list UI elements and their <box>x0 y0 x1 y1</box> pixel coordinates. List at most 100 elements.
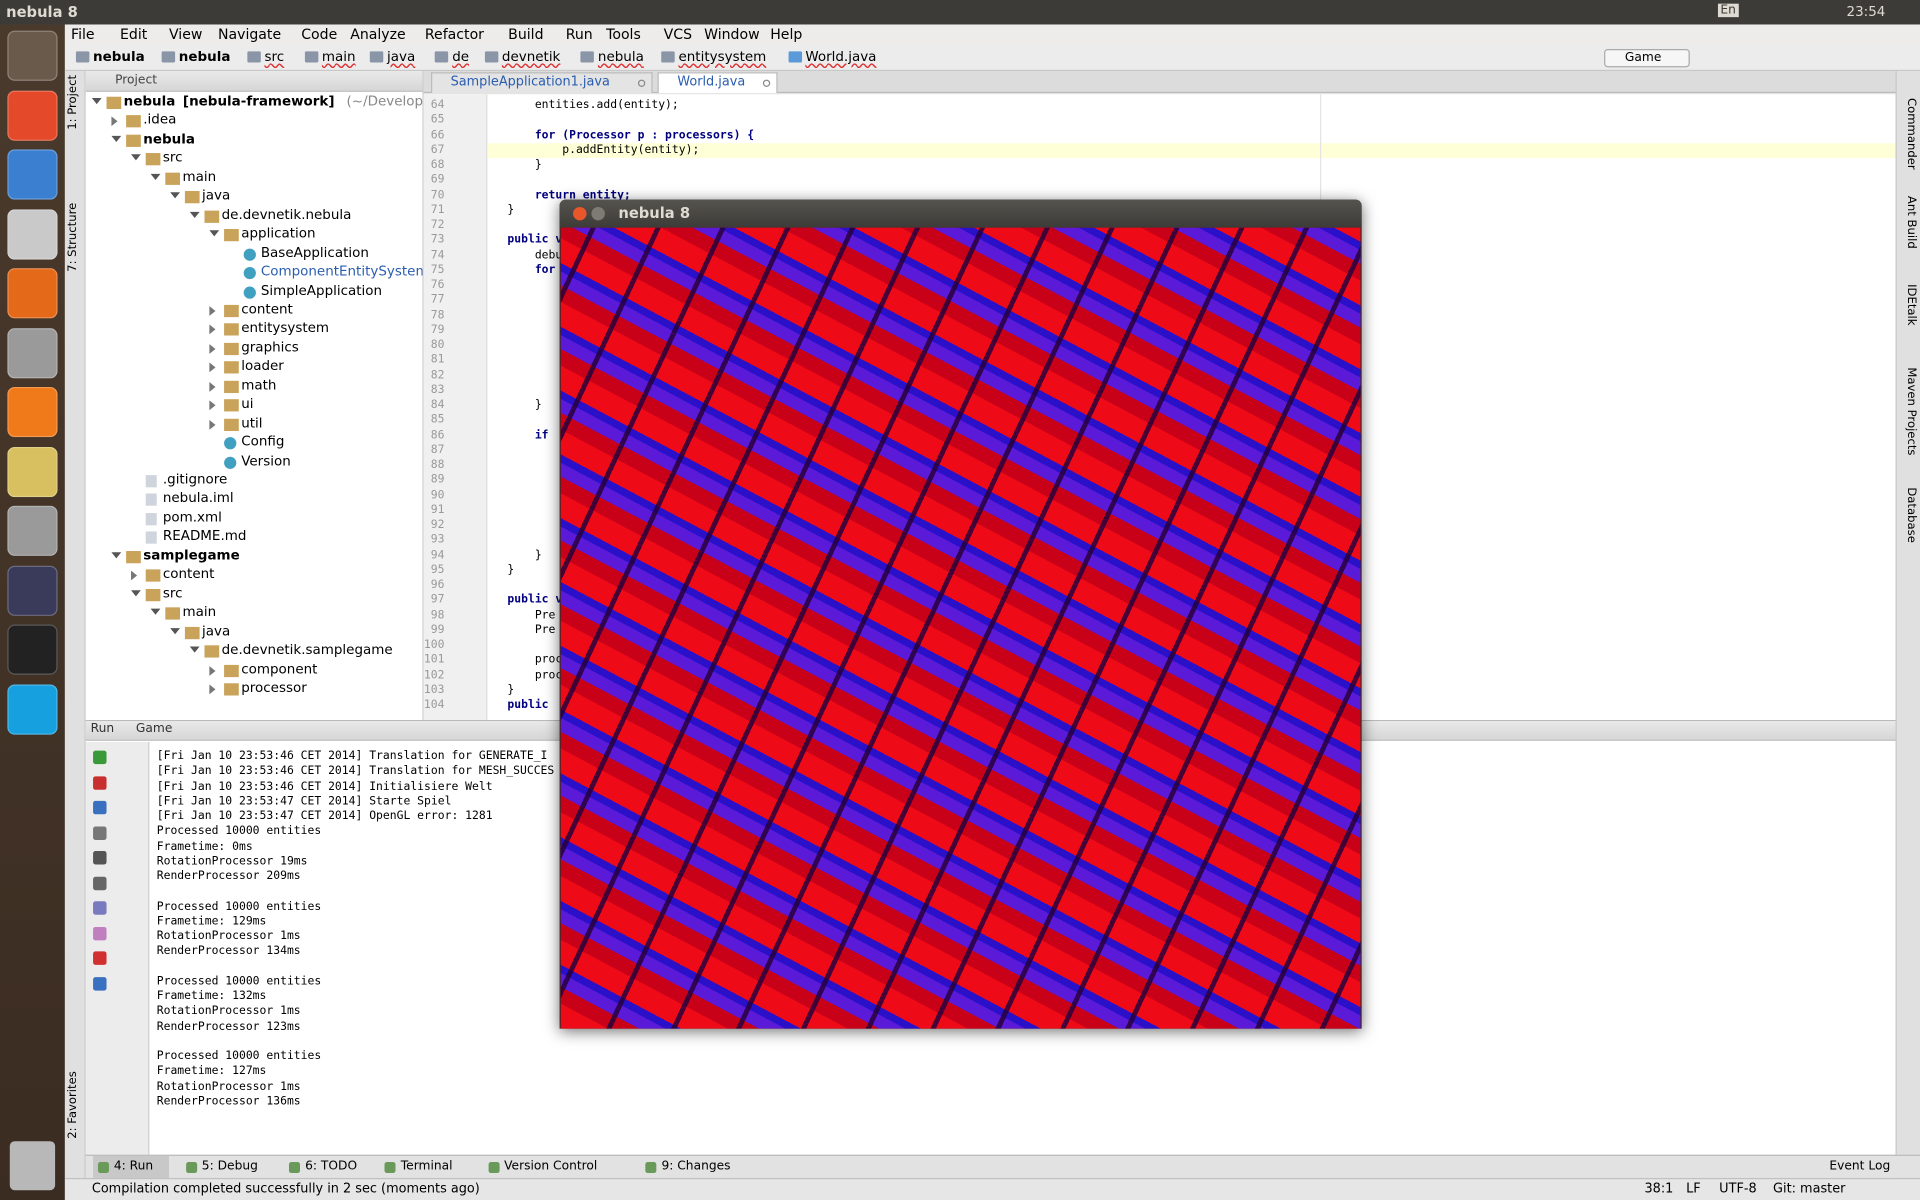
tree-label[interactable]: ui <box>241 395 254 412</box>
tab-close[interactable] <box>763 79 771 87</box>
tree-label[interactable]: ComponentEntitySystem <box>260 263 424 280</box>
right-tool-tab[interactable]: IDEtalk <box>1904 284 1918 326</box>
launcher-icon[interactable] <box>7 386 58 438</box>
menu-item[interactable]: Code <box>301 25 338 43</box>
bottom-tab[interactable]: Terminal <box>400 1159 453 1174</box>
left-tool-tab[interactable]: 2: Favorites <box>66 1071 80 1139</box>
tree-arrow[interactable] <box>111 135 122 142</box>
bottom-tab[interactable]: 5: Debug <box>201 1159 258 1174</box>
breadcrumb[interactable]: devnetik <box>501 48 561 65</box>
event-log[interactable]: Event Log <box>1829 1159 1891 1174</box>
tree-label[interactable]: .gitignore <box>162 471 228 488</box>
bottom-tab[interactable]: 4: Run <box>113 1159 154 1174</box>
tree-label[interactable]: src <box>162 149 183 166</box>
tree-label[interactable]: BaseApplication <box>260 244 369 261</box>
breadcrumb[interactable]: nebula <box>597 48 644 65</box>
caret-position[interactable]: 38:1 <box>1644 1181 1674 1197</box>
launcher-icon[interactable] <box>7 565 58 616</box>
tree-label[interactable]: src <box>162 584 183 601</box>
left-tool-tab[interactable]: 7: Structure <box>66 202 80 272</box>
right-tool-tab[interactable]: Database <box>1904 487 1918 543</box>
tree-label[interactable]: main <box>182 168 217 185</box>
tree-arrow[interactable] <box>170 627 181 634</box>
tree-label[interactable]: math <box>241 376 277 393</box>
tree-label[interactable]: Config <box>241 433 285 450</box>
run-tool-button[interactable] <box>93 876 107 890</box>
right-tool-tab[interactable]: Commander <box>1904 97 1918 170</box>
editor-tab[interactable] <box>431 72 653 94</box>
tree-label[interactable]: de.devnetik.nebula <box>221 206 352 223</box>
menu-item[interactable]: Navigate <box>217 25 282 43</box>
launcher-icon[interactable] <box>7 327 58 378</box>
menu-item[interactable]: VCS <box>663 25 693 43</box>
trash-icon[interactable] <box>9 1141 56 1191</box>
tree-label[interactable]: nebula <box>143 130 195 147</box>
tree-arrow[interactable] <box>150 173 161 180</box>
tree-label[interactable]: README.md <box>162 528 247 545</box>
close-button[interactable] <box>573 206 587 221</box>
breadcrumb[interactable]: java <box>387 48 416 65</box>
tree-label[interactable]: application <box>241 225 316 242</box>
tree-label[interactable]: entitysystem <box>241 320 330 336</box>
launcher-icon[interactable] <box>7 90 58 141</box>
menu-item[interactable]: Build <box>508 25 544 43</box>
tree-label[interactable]: Version <box>241 452 291 469</box>
run-tool-button[interactable] <box>93 851 107 865</box>
launcher-icon[interactable] <box>7 683 58 735</box>
right-tool-tab[interactable]: Ant Build <box>1904 195 1918 249</box>
keyboard-layout[interactable]: En <box>1717 3 1739 18</box>
menu-item[interactable]: View <box>168 25 203 43</box>
tree-arrow[interactable] <box>209 684 220 695</box>
launcher-icon[interactable] <box>7 446 58 497</box>
tree-arrow[interactable] <box>150 608 161 615</box>
tree-arrow[interactable] <box>111 116 122 127</box>
breadcrumb[interactable]: nebula <box>93 48 145 65</box>
menu-item[interactable]: Analyze <box>350 25 406 43</box>
launcher-icon[interactable] <box>7 505 58 556</box>
tree-arrow[interactable] <box>209 324 220 335</box>
tree-arrow[interactable] <box>209 400 220 411</box>
tree-label[interactable]: util <box>241 414 263 431</box>
tree-label[interactable]: main <box>182 603 217 620</box>
tree-arrow[interactable] <box>189 646 200 653</box>
tree-arrow[interactable] <box>209 665 220 676</box>
tree-arrow[interactable] <box>131 570 142 581</box>
menu-item[interactable]: Tools <box>606 25 641 43</box>
editor-tab-label[interactable]: SampleApplication1.java <box>450 74 610 90</box>
tree-label[interactable]: pom.xml <box>162 509 222 526</box>
run-tab[interactable]: Game <box>135 722 173 736</box>
run-tool-button[interactable] <box>93 825 107 840</box>
tree-arrow[interactable] <box>209 230 220 237</box>
tree-label[interactable]: java <box>202 187 231 204</box>
tree-arrow[interactable] <box>209 343 220 354</box>
tree-arrow[interactable] <box>111 551 122 559</box>
tree-label[interactable]: content <box>241 301 293 318</box>
menu-item[interactable]: Help <box>770 25 803 43</box>
breadcrumb[interactable]: src <box>264 48 285 65</box>
launcher-icon[interactable] <box>7 208 58 259</box>
tab-close[interactable] <box>638 79 646 87</box>
tree-arrow[interactable] <box>209 419 220 430</box>
breadcrumb[interactable]: main <box>321 48 356 65</box>
tree-arrow[interactable] <box>209 306 220 316</box>
tree-label[interactable]: processor <box>241 679 307 696</box>
tree-label[interactable]: nebula <box>123 93 176 109</box>
tree-label[interactable]: loader <box>241 357 284 374</box>
tree-label[interactable]: component <box>241 660 318 677</box>
bottom-tab[interactable]: Version Control <box>504 1159 598 1174</box>
tree-arrow[interactable] <box>91 97 102 105</box>
launcher-icon[interactable] <box>7 149 58 200</box>
launcher-icon[interactable] <box>7 268 58 319</box>
run-tool-button[interactable] <box>93 775 107 790</box>
run-tool-button[interactable] <box>93 926 107 940</box>
right-tool-tab[interactable]: Maven Projects <box>1904 367 1918 456</box>
tree-arrow[interactable] <box>189 211 200 218</box>
minimize-button[interactable] <box>591 206 605 221</box>
tree-label[interactable]: graphics <box>241 338 299 355</box>
breadcrumb[interactable]: entitysystem <box>678 48 767 65</box>
run-tool-button[interactable] <box>93 901 107 915</box>
menu-item[interactable]: Edit <box>120 25 148 43</box>
line-separator[interactable]: LF <box>1686 1181 1701 1197</box>
tree-arrow[interactable] <box>209 362 220 373</box>
run-config[interactable]: Game <box>1604 48 1690 68</box>
